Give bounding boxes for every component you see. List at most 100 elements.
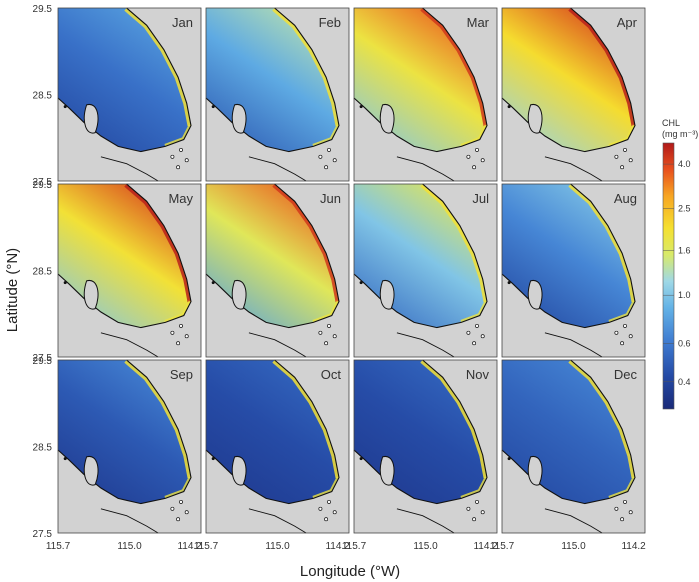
panel-sep: Sep [57,359,202,534]
y-axis-title: Latitude (°N) [4,248,21,332]
archipelago-islet [184,158,189,163]
archipelago-islet [475,323,479,328]
islet [359,457,363,461]
southern-shore [544,508,603,534]
archipelago-islet [466,506,471,511]
island [231,456,247,486]
x-tick-label: 115.0 [561,541,586,552]
colorbar: CHL (mg m⁻³) 4.0 2.5 1.6 1.0 0.6 0.4 [662,118,698,410]
panel-frame [353,183,498,358]
archipelago-islet [179,323,183,328]
islet [507,457,511,461]
archipelago-islet [475,499,479,504]
panel-frame [205,359,350,534]
islet [63,281,67,285]
island [379,456,395,486]
archipelago-islet [184,510,189,515]
archipelago-islet [332,158,337,163]
x-tick-label: 114.2 [621,541,646,552]
archipelago-islet [184,334,189,339]
month-label: Dec [614,367,638,382]
archipelago-islet [472,165,477,170]
island [83,456,99,486]
panel-oct: Oct [205,359,350,534]
island [83,280,99,310]
x-tick-label: 115.0 [413,541,438,552]
archipelago-islet [176,165,181,170]
panel-mar: Mar [353,7,498,182]
y-tick-label: 29.5 [33,356,53,367]
colorbar-tick-label: 0.4 [678,377,691,387]
archipelago-islet [614,330,619,335]
month-label: Jul [472,191,489,206]
panel-frame [57,183,202,358]
colorbar-tick-label: 2.5 [678,204,691,214]
archipelago-islet [628,334,633,339]
y-tick-label: 29.5 [33,180,53,191]
month-label: Sep [170,367,193,382]
panel-may: May [57,183,202,358]
islet [211,281,215,285]
y-tick-labels: 29.528.527.529.528.527.529.528.527.5 [33,4,53,540]
x-tick-label: 115.0 [117,541,142,552]
panel-jun: Jun [205,183,350,358]
month-label: Apr [617,15,638,30]
island [83,104,99,134]
panel-apr: Apr [501,7,646,182]
colorbar-tick-labels: 4.0 2.5 1.6 1.0 0.6 0.4 [663,159,691,387]
islet [507,281,511,285]
island [527,456,543,486]
archipelago-islet [170,330,175,335]
panel-jan: Jan [57,7,202,182]
archipelago-islet [614,506,619,511]
archipelago-islet [332,510,337,515]
archipelago-islet [623,147,627,152]
x-tick-label: 115.7 [342,541,367,552]
archipelago-islet [170,154,175,159]
archipelago-islet [318,330,323,335]
archipelago-islet [318,506,323,511]
panel-jul: Jul [353,183,498,358]
archipelago-islet [318,154,323,159]
island [527,104,543,134]
southern-shore [544,156,603,182]
panel-feb: Feb [205,7,350,182]
archipelago-islet [480,158,485,163]
panel-aug: Aug [501,183,646,358]
x-tick-label: 114.2 [325,541,350,552]
y-tick-label: 28.5 [33,91,53,102]
archipelago-islet [332,334,337,339]
archipelago-islet [614,154,619,159]
archipelago-islet [623,499,627,504]
archipelago-islet [466,154,471,159]
panel-nov: Nov [353,359,498,534]
archipelago-islet [176,517,181,522]
island [379,104,395,134]
y-tick-label: 27.5 [33,529,53,540]
archipelago-islet [176,341,181,346]
archipelago-islet [327,499,331,504]
archipelago-islet [324,165,329,170]
island [231,280,247,310]
panel-frame [205,183,350,358]
x-tick-label: 115.0 [265,541,290,552]
y-tick-label: 27.5 [33,177,53,188]
month-label: Jan [172,15,193,30]
island [527,280,543,310]
colorbar-units: (mg m⁻³) [662,129,698,139]
archipelago-islet [179,499,183,504]
southern-shore [100,156,159,182]
islet [359,105,363,109]
y-tick-label: 29.5 [33,4,53,15]
month-label: Oct [321,367,342,382]
archipelago-islet [623,323,627,328]
panel-frame [353,7,498,182]
x-tick-label: 115.7 [490,541,515,552]
archipelago-islet [472,517,477,522]
x-tick-label: 114.2 [177,541,202,552]
archipelago-islet [324,341,329,346]
islet [211,105,215,109]
panel-frame [501,359,646,534]
